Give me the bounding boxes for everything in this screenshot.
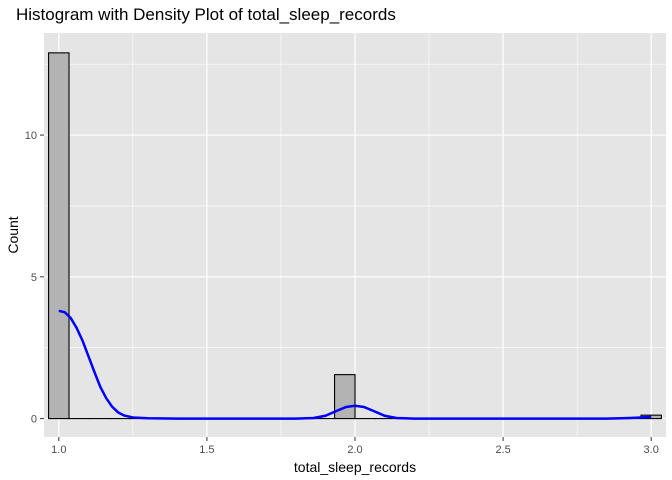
histogram-bar xyxy=(334,374,356,420)
y-tick-label: 0 xyxy=(31,414,37,426)
x-tick-label: 3.0 xyxy=(644,444,659,456)
y-axis-ticks: 0 5 10 xyxy=(25,130,44,426)
x-axis-ticks: 1.0 1.5 2.0 2.5 3.0 xyxy=(51,437,659,456)
histogram-bar xyxy=(48,52,70,420)
y-tick-label: 5 xyxy=(31,272,37,284)
y-tick-label: 10 xyxy=(25,130,37,142)
x-tick-label: 2.0 xyxy=(347,444,362,456)
chart-title: Histogram with Density Plot of total_sle… xyxy=(16,5,396,24)
y-axis-title: Count xyxy=(5,216,21,253)
x-tick-label: 1.0 xyxy=(51,444,66,456)
x-tick-label: 1.5 xyxy=(199,444,214,456)
density-curve xyxy=(58,309,652,420)
x-axis-title: total_sleep_records xyxy=(294,459,416,475)
x-tick-label: 2.5 xyxy=(495,444,510,456)
